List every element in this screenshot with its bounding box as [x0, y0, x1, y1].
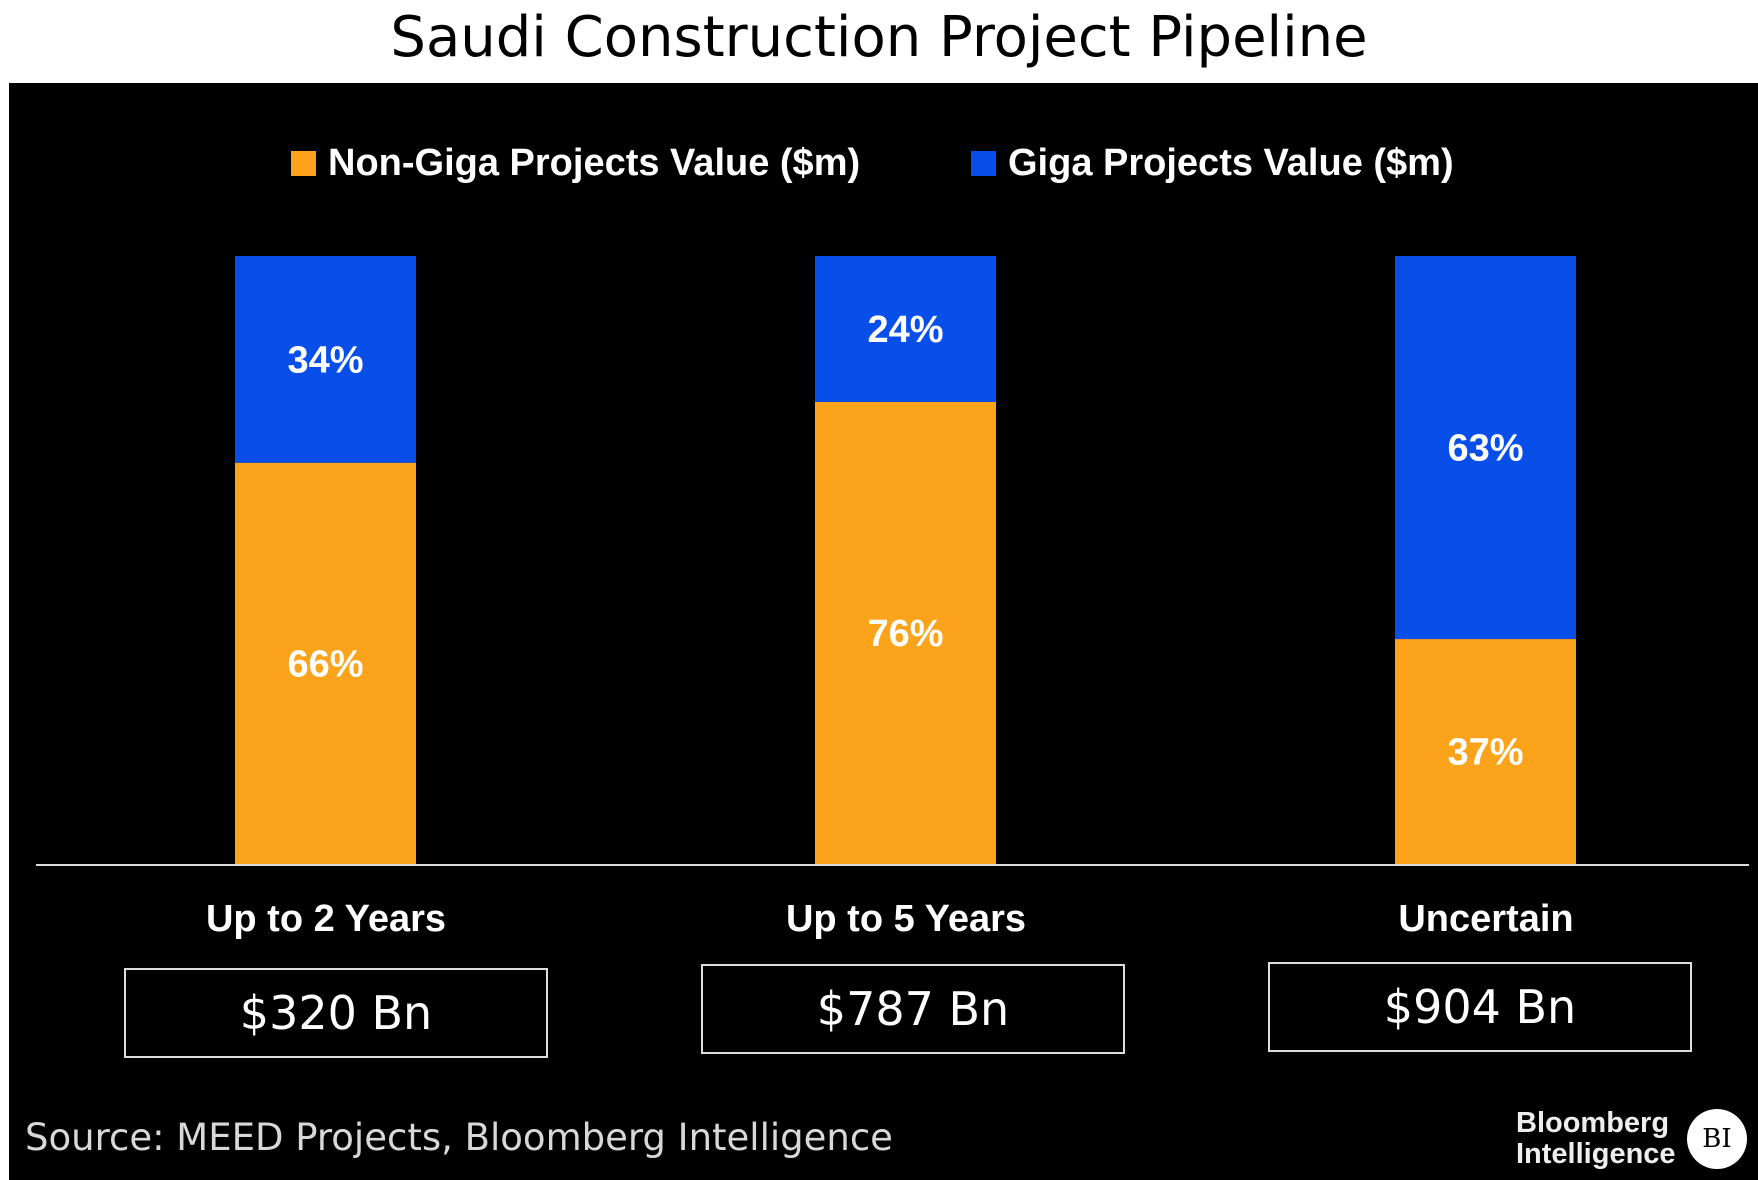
total-box: $904 Bn — [1268, 962, 1692, 1052]
data-label: 66% — [287, 643, 363, 685]
chart-title: Saudi Construction Project Pipeline — [390, 5, 1368, 70]
bar-segment-giga — [1395, 256, 1576, 640]
data-label: 63% — [1447, 428, 1523, 470]
badge-text: BI — [1702, 1124, 1732, 1154]
legend-item-giga: Giga Projects Value ($m) — [971, 140, 1454, 186]
total-value: $320 Bn — [239, 986, 433, 1040]
bloomberg-intelligence-logo: Bloomberg Intelligence — [1516, 1108, 1676, 1170]
data-label: 24% — [867, 309, 943, 351]
bar-segment-giga — [235, 256, 416, 463]
data-label: 76% — [867, 613, 943, 655]
data-label: 34% — [287, 339, 363, 381]
legend-swatch-blue — [971, 150, 996, 176]
bar-segment-non-giga — [815, 401, 996, 864]
total-box: $787 Bn — [701, 964, 1125, 1054]
bi-badge-icon: BI — [1687, 1109, 1747, 1169]
legend-item-non-giga: Non-Giga Projects Value ($m) — [291, 140, 860, 186]
total-value: $904 Bn — [1383, 980, 1577, 1034]
category-label: Up to 2 Years — [205, 898, 447, 940]
category-label: Uncertain — [1398, 898, 1574, 940]
legend-label: Non-Giga Projects Value ($m) — [328, 141, 861, 184]
total-box: $320 Bn — [124, 968, 548, 1058]
legend-label: Giga Projects Value ($m) — [1008, 141, 1454, 184]
logo-line: Bloomberg — [1516, 1107, 1670, 1139]
logo-line: Intelligence — [1516, 1138, 1676, 1170]
source-note: Source: MEED Projects, Bloomberg Intelli… — [25, 1116, 893, 1159]
data-label: 37% — [1447, 732, 1523, 774]
bar-segment-non-giga — [235, 462, 416, 864]
category-label: Up to 5 Years — [785, 898, 1027, 940]
total-value: $787 Bn — [816, 982, 1010, 1036]
legend-swatch-orange — [291, 150, 316, 176]
bar-segment-giga — [815, 256, 996, 402]
bar-segment-non-giga — [1395, 639, 1576, 864]
